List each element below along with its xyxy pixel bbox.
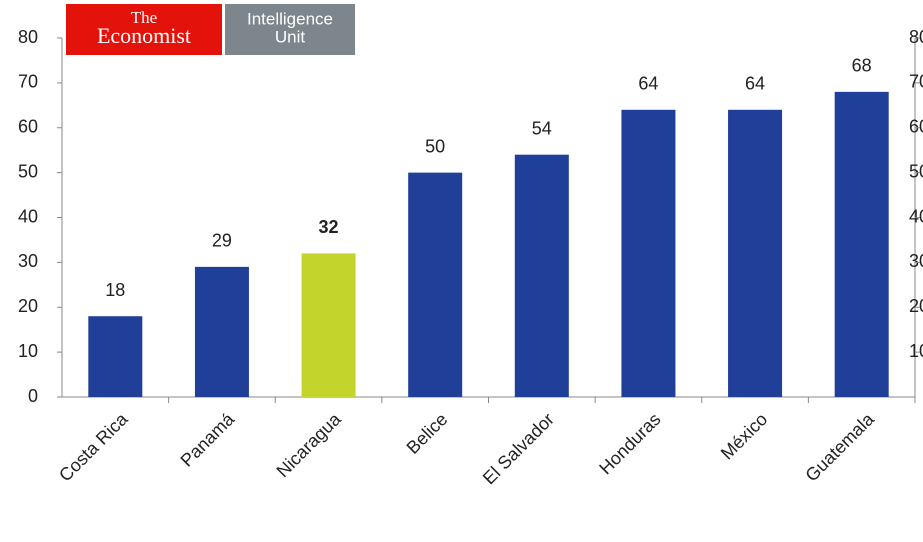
logo-text: Intelligence	[247, 9, 333, 28]
y-tick-label: 50	[18, 161, 38, 181]
x-tick-label: Guatemala	[801, 408, 878, 485]
y-tick-label: 80	[18, 27, 38, 47]
y2-tick-label: 10	[909, 341, 923, 361]
y2-tick-label: 50	[909, 161, 923, 181]
y2-tick-label: 60	[909, 117, 923, 137]
data-label: 29	[212, 231, 232, 251]
logo-text: The	[131, 8, 157, 27]
y-tick-label: 0	[28, 386, 38, 406]
data-label: 50	[425, 136, 445, 156]
logo-unit	[225, 4, 355, 55]
y-tick-label: 20	[18, 296, 38, 316]
x-tick-label: Nicaragua	[273, 408, 346, 481]
y2-tick-label: 70	[909, 72, 923, 92]
data-label: 68	[852, 56, 872, 76]
y2-tick-label: 30	[909, 251, 923, 271]
logo-text: Unit	[275, 27, 306, 46]
x-tick-label: Panamá	[177, 408, 239, 470]
data-label: 18	[105, 280, 125, 300]
data-label: 64	[638, 74, 658, 94]
y-tick-label: 10	[18, 341, 38, 361]
bar	[834, 91, 889, 397]
data-label: 54	[532, 118, 552, 138]
y2-tick-label: 80	[909, 27, 923, 47]
x-tick-label: Costa Rica	[55, 408, 132, 485]
y2-tick-label: 20	[909, 296, 923, 316]
x-tick-label: Honduras	[595, 409, 664, 478]
y-tick-label: 30	[18, 251, 38, 271]
bar	[88, 316, 143, 397]
bar	[408, 172, 463, 397]
y-tick-label: 60	[18, 117, 38, 137]
y-tick-label: 70	[18, 72, 38, 92]
logo-text: Economist	[97, 23, 191, 48]
x-tick-label: Belice	[403, 409, 452, 458]
bar	[514, 154, 569, 397]
bar	[621, 109, 676, 398]
data-label: 32	[319, 217, 339, 237]
data-label: 64	[745, 74, 765, 94]
bar	[301, 253, 356, 397]
x-tick-label: El Salvador	[479, 409, 558, 488]
logo-economist	[66, 4, 222, 55]
y2-tick-label: 40	[909, 206, 923, 226]
bar	[728, 109, 783, 398]
x-tick-label: México	[717, 409, 771, 463]
y-tick-label: 40	[18, 206, 38, 226]
bar	[194, 266, 249, 397]
